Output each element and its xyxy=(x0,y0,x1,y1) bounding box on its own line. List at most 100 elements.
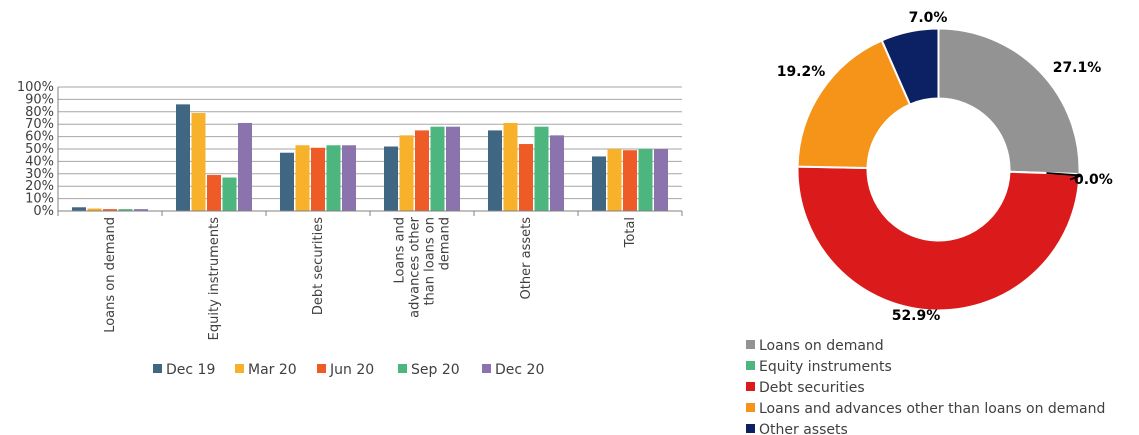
y-tick-label: 90% xyxy=(25,92,54,107)
bar-jun-20-equity-instruments xyxy=(207,175,221,211)
slice-loans-on-demand xyxy=(937,27,1081,176)
bar-sep-20-loans-and-advances-other-than-loans-on-demand xyxy=(430,126,445,211)
bar-sep-20-equity-instruments xyxy=(222,177,237,211)
bar-category-labels: Loans on demand Equity instruments Debt se… xyxy=(103,216,638,340)
slice-label-loans-on-demand: 27.1% xyxy=(1053,60,1102,76)
x-category-label: advances other xyxy=(408,216,423,317)
slice-other-assets xyxy=(880,27,940,106)
slice-label-debt-securities: 52.9% xyxy=(892,308,941,324)
bar-mar-20-total xyxy=(607,149,622,211)
y-tick-label: 100% xyxy=(17,80,54,95)
bar-jun-20-total xyxy=(623,150,637,211)
donut-legend-item-loans-on-demand: Loans on demand xyxy=(746,338,884,354)
legend-item-jun-20: Jun 20 xyxy=(317,362,374,378)
bar-mar-20-other-assets xyxy=(503,122,518,211)
x-category-label: Total xyxy=(623,217,638,248)
bar-dec-20-other-assets xyxy=(550,135,564,211)
bar-dec-20-debt-securities xyxy=(342,145,356,211)
y-tick-label: 40% xyxy=(25,154,54,169)
legend-item-mar-20: Mar 20 xyxy=(235,362,297,378)
legend-swatch xyxy=(398,364,407,373)
bar-mar-20-loans-and-advances-other-than-loans-on-demand xyxy=(399,135,414,211)
bar-gridlines xyxy=(58,86,682,200)
donut-chart: 27.1% 0.0% 52.9% 19.2% 7.0% Loans on demand E… xyxy=(746,10,1113,435)
slice-loans-and-advances-other-than-loans-on-demand xyxy=(796,39,912,170)
legend-label: Dec 20 xyxy=(495,362,544,378)
donut-legend-item-loans-and-advances-other-than-loans-on-demand: Loans and advances other than loans on d… xyxy=(746,401,1105,417)
bar-jun-20-loans-and-advances-other-than-loans-on-demand xyxy=(415,130,429,211)
x-category-label: demand xyxy=(438,217,453,270)
legend-swatch xyxy=(235,364,244,373)
leader-line xyxy=(1046,172,1082,181)
legend-label: Other assets xyxy=(759,422,848,435)
bar-dec-19-other-assets xyxy=(488,130,502,211)
x-category-label: Loans on demand xyxy=(103,217,118,333)
slice-label-equity-instruments: 0.0% xyxy=(1074,172,1113,188)
bar-dec-20-equity-instruments xyxy=(238,122,252,211)
legend-label: Loans and advances other than loans on d… xyxy=(759,401,1105,417)
legend-label: Dec 19 xyxy=(166,362,215,378)
x-category-label: Equity instruments xyxy=(207,217,222,341)
slice-debt-securities xyxy=(796,165,1081,312)
legend-swatch xyxy=(317,364,326,373)
legend-swatch xyxy=(746,424,755,433)
bar-chart: 0%10%20%30%40%50%60%70%80%90%100% Loans … xyxy=(17,80,683,378)
bar-mar-20-debt-securities xyxy=(295,145,310,211)
y-tick-label: 0% xyxy=(33,204,54,219)
y-tick-label: 10% xyxy=(25,192,54,207)
x-category-label: Other assets xyxy=(519,217,534,300)
y-tick-label: 80% xyxy=(25,105,54,120)
x-category-label: Debt securities xyxy=(311,217,326,315)
slice-label-other-assets: 7.0% xyxy=(909,10,948,26)
x-category-label: than loans on xyxy=(423,217,438,306)
bar-dec-19-total xyxy=(592,156,606,211)
legend-item-dec-19: Dec 19 xyxy=(153,362,215,378)
legend-label: Jun 20 xyxy=(329,362,374,378)
legend-label: Mar 20 xyxy=(248,362,297,378)
y-tick-label: 20% xyxy=(25,179,54,194)
y-tick-label: 70% xyxy=(25,117,54,132)
donut-legend: Loans on demand Equity instruments Debt se… xyxy=(746,338,1105,435)
bar-dec-19-loans-and-advances-other-than-loans-on-demand xyxy=(384,146,398,211)
bar-jun-20-debt-securities xyxy=(311,147,325,211)
bar-mar-20-loans-on-demand xyxy=(87,208,102,211)
legend-label: Sep 20 xyxy=(411,362,460,378)
donut-legend-item-debt-securities: Debt securities xyxy=(746,380,865,396)
bar-dec-20-loans-on-demand xyxy=(134,209,148,211)
bar-dec-20-total xyxy=(654,149,668,211)
bar-axes xyxy=(57,87,683,216)
legend-swatch xyxy=(746,340,755,349)
legend-item-sep-20: Sep 20 xyxy=(398,362,460,378)
bar-dec-19-equity-instruments xyxy=(176,104,190,211)
donut-slice-labels: 27.1% 0.0% 52.9% 19.2% 7.0% xyxy=(777,10,1113,324)
bar-sep-20-debt-securities xyxy=(326,145,341,211)
donut-slices xyxy=(796,27,1081,312)
y-tick-label: 60% xyxy=(25,130,54,145)
slice-label-loans-and-advances-other-than-loans-on-demand: 19.2% xyxy=(777,64,826,80)
bar-jun-20-loans-on-demand xyxy=(103,209,117,211)
legend-swatch xyxy=(482,364,491,373)
bar-series-marks xyxy=(72,104,668,211)
bar-dec-19-debt-securities xyxy=(280,152,294,211)
y-tick-label: 50% xyxy=(25,142,54,157)
donut-legend-item-equity-instruments: Equity instruments xyxy=(746,359,892,375)
bar-dec-19-loans-on-demand xyxy=(72,207,86,211)
bar-legend: Dec 19 Mar 20 Jun 20 Sep 20 Dec 20 xyxy=(153,362,544,378)
bar-sep-20-other-assets xyxy=(534,126,549,211)
bar-y-axis-ticks: 0%10%20%30%40%50%60%70%80%90%100% xyxy=(17,80,54,219)
bar-sep-20-loans-on-demand xyxy=(118,209,133,211)
legend-label: Loans on demand xyxy=(759,338,884,354)
legend-swatch xyxy=(746,361,755,370)
legend-label: Equity instruments xyxy=(759,359,892,375)
x-category-label: Loans and xyxy=(393,217,408,284)
legend-swatch xyxy=(746,403,755,412)
bar-mar-20-equity-instruments xyxy=(191,113,206,211)
bar-dec-20-loans-and-advances-other-than-loans-on-demand xyxy=(446,126,460,211)
bar-sep-20-total xyxy=(638,149,653,211)
legend-label: Debt securities xyxy=(759,380,865,396)
legend-swatch xyxy=(746,382,755,391)
legend-swatch xyxy=(153,364,162,373)
y-tick-label: 30% xyxy=(25,167,54,182)
bar-jun-20-other-assets xyxy=(519,144,533,211)
legend-item-dec-20: Dec 20 xyxy=(482,362,544,378)
